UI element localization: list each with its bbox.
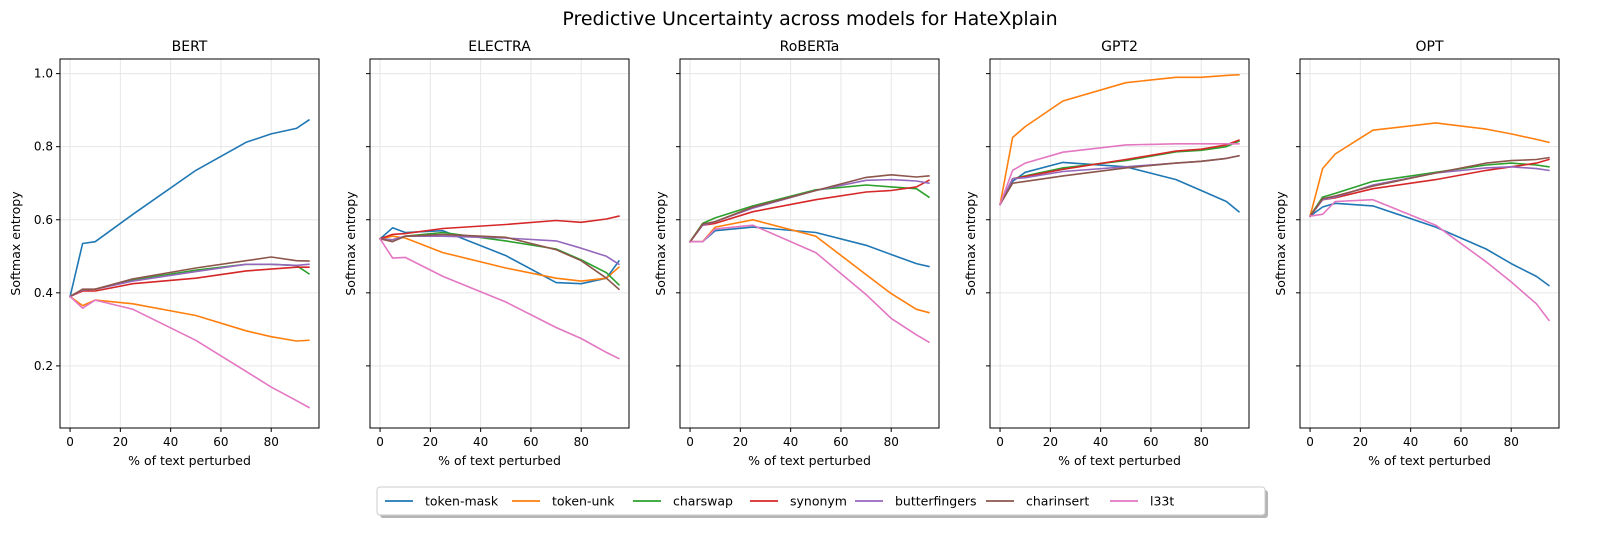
panel-roberta: 0 20 40 60 80 RoBERTa % of text perturbed Softm… <box>653 39 940 468</box>
panels-container: 0 20 40 60 80 0.2 0.4 0.6 0.8 1.0 BERT % of text pe… <box>8 39 1560 468</box>
roberta-line-l33t <box>689 224 930 344</box>
bert-title: BERT <box>172 39 208 55</box>
opt-xtick-label-0: 0 <box>1306 435 1314 449</box>
opt-xtick-label-40: 40 <box>1403 435 1418 449</box>
opt-line-token-mask <box>1308 202 1551 287</box>
roberta-series-group <box>688 174 931 344</box>
bert-ytick-label-0-6: 0.6 <box>34 213 53 227</box>
gpt2-title: GPT2 <box>1101 39 1138 55</box>
opt-xtick-label-20: 20 <box>1353 435 1368 449</box>
opt-line-charswap <box>1308 162 1550 218</box>
bert-xtick-label-0: 0 <box>66 435 74 449</box>
gpt2-line-charswap <box>999 140 1240 206</box>
roberta-line-charswap <box>688 184 931 243</box>
bert-ytick-label-1-0: 1.0 <box>34 67 53 81</box>
roberta-xlabel: % of text perturbed <box>748 453 871 468</box>
gpt2-line-token-unk <box>999 73 1240 206</box>
electra-line-token-mask <box>378 227 621 285</box>
electra-xtick-label-0: 0 <box>376 435 384 449</box>
roberta-xtick-label-40: 40 <box>783 435 798 449</box>
electra-xtick-label-60: 60 <box>523 435 538 449</box>
electra-xtick-label-20: 20 <box>423 435 438 449</box>
bert-ytick-label-0-4: 0.4 <box>34 286 53 300</box>
figure-suptitle: Predictive Uncertainty across models for… <box>562 8 1057 30</box>
legend-label-token-unk: token-unk <box>552 494 615 509</box>
bert-xtick-label-20: 20 <box>113 435 128 449</box>
roberta-line-charinsert <box>688 174 930 243</box>
gpt2-line-token-mask <box>999 161 1241 213</box>
legend-label-synonym: synonym <box>790 494 847 509</box>
electra-axes-frame <box>369 58 630 429</box>
electra-line-synonym <box>379 215 620 240</box>
legend-label-charswap: charswap <box>673 494 733 509</box>
opt-line-synonym <box>1308 158 1550 218</box>
roberta-xtick-label-60: 60 <box>833 435 848 449</box>
electra-xlabel: % of text perturbed <box>438 453 561 468</box>
panel-electra: 0 20 40 60 80 ELECTRA % of text perturbed Softm… <box>343 39 630 468</box>
opt-xtick-label-60: 60 <box>1453 435 1468 449</box>
electra-line-l33t <box>378 237 620 360</box>
bert-line-token-mask <box>69 118 311 298</box>
opt-title: OPT <box>1415 39 1443 55</box>
roberta-title: RoBERTa <box>780 39 840 55</box>
gpt2-series-group <box>999 73 1241 213</box>
electra-line-charswap <box>379 231 621 286</box>
electra-xtick-label-40: 40 <box>473 435 488 449</box>
bert-line-synonym <box>69 266 310 298</box>
roberta-xtick-label-0: 0 <box>686 435 694 449</box>
gpt2-line-l33t <box>999 143 1240 206</box>
electra-series-group <box>378 215 621 360</box>
roberta-ylabel: Softmax entropy <box>653 191 668 296</box>
panel-opt: 0 20 40 60 80 OPT % of text perturbed Softmax e… <box>1273 39 1560 468</box>
opt-xlabel: % of text perturbed <box>1368 453 1491 468</box>
legend-label-token-mask: token-mask <box>425 494 499 509</box>
bert-xtick-label-80: 80 <box>264 435 279 449</box>
legend-label-l33t: l33t <box>1150 494 1174 509</box>
gpt2-xlabel: % of text perturbed <box>1058 453 1181 468</box>
roberta-axes-frame <box>679 58 940 429</box>
gpt2-xtick-label-80: 80 <box>1194 435 1209 449</box>
opt-axes-frame <box>1299 58 1560 429</box>
electra-line-charinsert <box>379 233 621 291</box>
opt-ylabel: Softmax entropy <box>1273 191 1288 296</box>
bert-xtick-label-40: 40 <box>163 435 178 449</box>
roberta-xtick-label-20: 20 <box>733 435 748 449</box>
opt-xtick-label-80: 80 <box>1504 435 1519 449</box>
gpt2-ylabel: Softmax entropy <box>963 191 978 296</box>
legend-label-charinsert: charinsert <box>1026 494 1089 509</box>
bert-xlabel: % of text perturbed <box>128 453 251 468</box>
bert-xtick-label-60: 60 <box>213 435 228 449</box>
bert-ytick-label-0-2: 0.2 <box>34 359 53 373</box>
opt-series-group <box>1308 122 1551 322</box>
bert-line-l33t <box>68 295 310 409</box>
gpt2-line-charinsert <box>999 154 1240 206</box>
legend-box <box>376 486 1266 516</box>
gpt2-xtick-label-20: 20 <box>1043 435 1058 449</box>
bert-ytick-label-0-8: 0.8 <box>34 140 53 154</box>
roberta-line-token-unk <box>689 219 930 314</box>
bert-line-charinsert <box>69 256 310 298</box>
electra-ylabel: Softmax entropy <box>343 191 358 296</box>
bert-ylabel: Softmax entropy <box>8 191 23 296</box>
gpt2-xtick-label-60: 60 <box>1143 435 1158 449</box>
legend-label-butterfingers: butterfingers <box>895 494 977 509</box>
legend: token-mask token-unk charswap synonym butter… <box>376 486 1268 518</box>
roberta-line-token-mask <box>689 226 930 268</box>
electra-line-token-unk <box>379 235 621 282</box>
bert-line-token-unk <box>68 295 310 342</box>
bert-axes-frame <box>59 58 320 429</box>
gpt2-axes-frame <box>989 58 1250 429</box>
electra-title: ELECTRA <box>468 39 531 55</box>
opt-line-charinsert <box>1308 156 1550 218</box>
opt-line-token-unk <box>1309 122 1550 218</box>
bert-series-group <box>68 118 311 409</box>
gpt2-xtick-label-0: 0 <box>996 435 1004 449</box>
gpt2-xtick-label-40: 40 <box>1093 435 1108 449</box>
roberta-xtick-label-80: 80 <box>884 435 899 449</box>
electra-xtick-label-80: 80 <box>574 435 589 449</box>
panel-gpt2: 0 20 40 60 80 GPT2 % of text perturbed Softmax … <box>963 39 1250 468</box>
opt-line-l33t <box>1309 198 1551 322</box>
panel-bert: 0 20 40 60 80 0.2 0.4 0.6 0.8 1.0 BERT % of text pe… <box>8 39 320 468</box>
